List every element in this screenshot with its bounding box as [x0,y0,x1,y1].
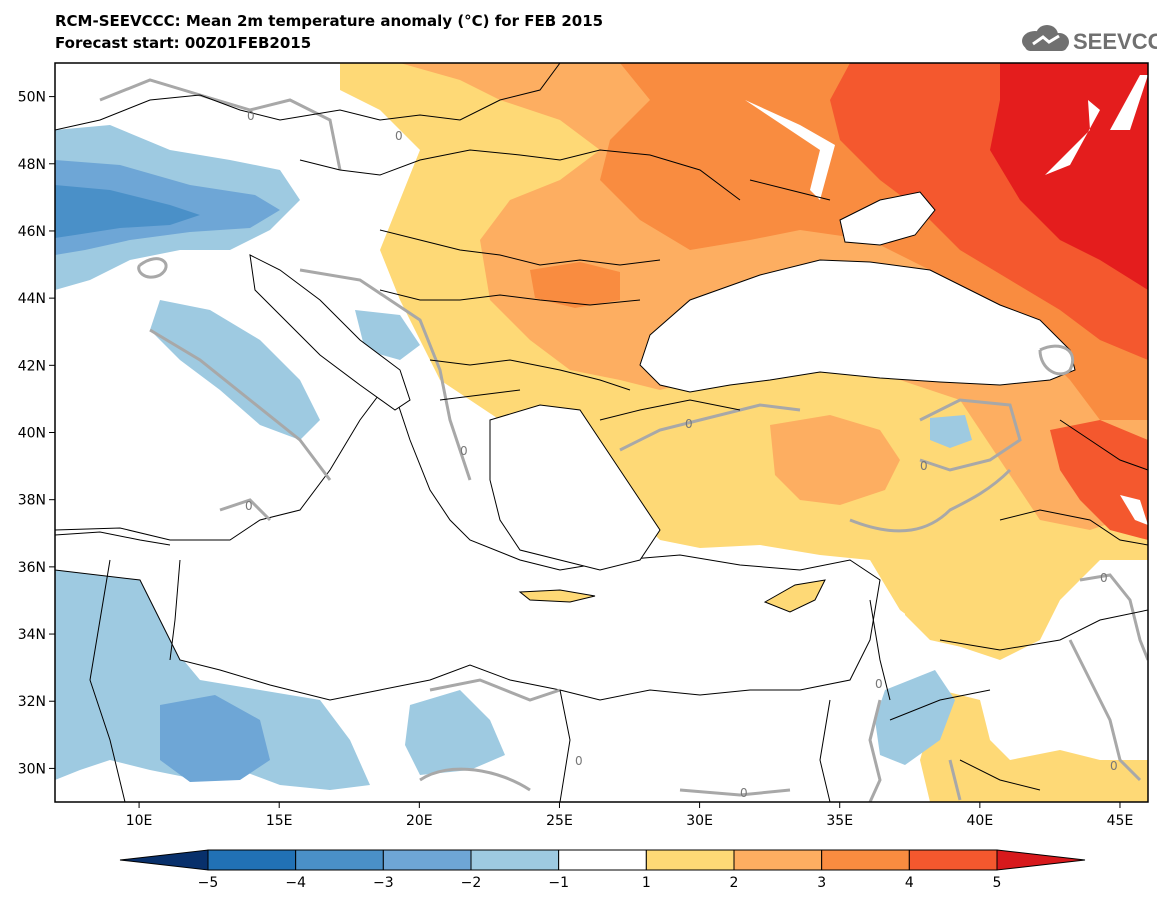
lat-tick-label: 34N [18,627,46,643]
colorbar-segment [119,849,209,871]
colorbar-segment [645,849,735,871]
anomaly-field-minus-1-2-libya [55,535,370,790]
sea-of-azov [839,191,936,246]
contour-label: 0 [1110,759,1118,773]
contour-label: 0 [460,444,468,458]
anomaly-field-minus-2-3-libya [160,695,270,782]
colorbar-label: 2 [730,875,739,891]
lat-tick-label: 46N [18,224,46,240]
colorbar-segment [295,849,384,871]
colorbar-segment [821,849,910,871]
colorbar-label: 5 [993,875,1002,891]
colorbar-label: 3 [817,875,826,891]
lat-tick-label: 50N [18,90,46,106]
lon-tick-label: 35E [826,813,853,829]
zero-contours [99,78,1148,802]
latitude-axis: 50N 48N 46N 44N 42N 40N 38N 36N 34N 32N 30N [18,90,55,777]
lat-tick-label: 40N [18,426,46,442]
colorbar-segment [908,849,998,871]
anomaly-field-above-5 [990,63,1148,290]
anomaly-field-1-2-levant [920,690,1148,802]
lon-tick-label: 15E [266,813,293,829]
lat-tick-label: 38N [18,493,46,509]
colorbar-label: −1 [548,875,569,891]
colorbar-label: 4 [905,875,914,891]
country-borders [55,63,1148,802]
colorbar: −5 −4 −3 −2 −1 1 2 3 4 5 [119,849,1086,891]
map-title: RCM-SEEVCCC: Mean 2m temperature anomaly… [55,12,604,30]
anomaly-field-minus-1-2-turkey [930,415,972,448]
lat-tick-label: 36N [18,560,46,576]
colorbar-segment [207,849,297,871]
anomaly-field-minus-1-2-italy [150,300,320,440]
tyrrhenian-sea [55,295,260,520]
colorbar-segment [558,849,647,871]
longitude-axis: 10E 15E 20E 25E 30E 35E 40E 45E [126,802,1134,829]
anomaly-gap-3 [1110,75,1148,130]
contour-label: 0 [395,129,403,143]
colorbar-label: −4 [285,875,306,891]
contour-label: 0 [685,417,693,431]
lat-tick-label: 42N [18,358,46,374]
cyprus [763,579,826,613]
seevccc-logo: SEEVCCC [1022,25,1157,54]
colorbar-label: −2 [461,875,482,891]
contour-label: 0 [920,459,928,473]
anomaly-field-2-3-anatolia [770,415,900,505]
lon-tick-label: 10E [126,813,153,829]
contour-label: 0 [245,499,253,513]
logo-text: SEEVCCC [1073,29,1157,54]
anomaly-fields [55,63,1148,802]
lat-tick-label: 32N [18,694,46,710]
lon-tick-label: 30E [686,813,713,829]
colorbar-label: 1 [642,875,651,891]
aegean-sea [489,404,661,571]
anomaly-field-minus-3-4-alps [55,185,200,238]
colorbar-segment [382,849,472,871]
anomaly-field-1-2-south [905,560,1035,650]
lon-tick-label: 40E [967,813,994,829]
anomaly-field-minus-1-2-egypt [405,690,505,775]
lat-tick-label: 44N [18,291,46,307]
crete [518,589,596,603]
colorbar-segment [996,849,1086,871]
contour-labels: 0 0 0 0 0 0 0 0 0 0 0 [245,109,1118,800]
lat-tick-label: 48N [18,157,46,173]
contour-label: 0 [740,786,748,800]
contour-label: 0 [575,754,583,768]
adriatic-sea [249,254,411,411]
contour-label: 0 [247,109,255,123]
contour-label: 0 [1100,571,1108,585]
anomaly-field-4-5-caucasus [1050,420,1148,540]
lon-tick-label: 25E [546,813,573,829]
anomaly-field-minus-1-2-adriatic [355,310,420,360]
contour-label: 0 [875,677,883,691]
anomaly-field-minus-1-2-jordan [875,670,955,765]
lon-tick-label: 45E [1107,813,1134,829]
lon-tick-label: 20E [406,813,433,829]
lat-tick-label: 30N [18,761,46,777]
colorbar-label: −3 [373,875,394,891]
colorbar-segment [470,849,560,871]
mediterranean-sea [55,378,881,701]
anomaly-gap-4 [1120,495,1148,525]
colorbar-segment [733,849,823,871]
forecast-start-subtitle: Forecast start: 00Z01FEB2015 [55,34,312,52]
anomaly-gap-2 [1045,100,1100,175]
colorbar-label: −5 [198,875,219,891]
anomaly-field-3-4-romania [530,262,620,308]
